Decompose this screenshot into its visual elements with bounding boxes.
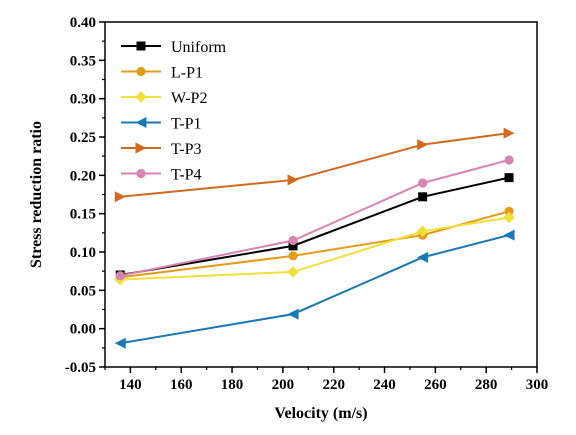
y-tick-label-0.35: 0.35 xyxy=(70,53,96,69)
data-point-l-p1-2 xyxy=(288,251,298,261)
y-tick-label-0.25: 0.25 xyxy=(70,130,96,146)
legend-marker-w-p2 xyxy=(135,91,147,103)
data-point-w-p2-2 xyxy=(287,266,299,278)
legend-marker-l-p1 xyxy=(136,66,146,77)
y-tick-label-0.00: 0.00 xyxy=(70,322,96,338)
y-axis-title: Stress reduction ratio xyxy=(28,121,45,268)
data-point-t-p4-1 xyxy=(115,271,125,281)
data-point-t-p1-3 xyxy=(417,251,429,263)
x-axis-title: Velocity (m/s) xyxy=(274,405,367,422)
data-point-t-p1-1 xyxy=(114,337,126,349)
legend-marker-t-p4 xyxy=(136,168,146,179)
y-tick-label-0.40: 0.40 xyxy=(70,15,96,31)
x-tick-label-300: 300 xyxy=(526,377,549,393)
data-point-w-p2-4 xyxy=(503,211,515,224)
x-tick-label-160: 160 xyxy=(170,377,193,393)
series-line-t-p1 xyxy=(120,234,510,345)
y-tick-label-0.15: 0.15 xyxy=(70,207,96,223)
x-tick-label-280: 280 xyxy=(475,377,498,393)
data-point-uniform-2 xyxy=(288,241,298,251)
legend-label-uniform: Uniform xyxy=(171,39,227,56)
y-tick-label-0.05: 0.05 xyxy=(70,283,96,299)
data-point-uniform-4 xyxy=(504,173,514,183)
legend-marker-t-p3 xyxy=(135,142,147,154)
data-point-t-p1-4 xyxy=(503,229,515,241)
y-tick-label--0.05: -0.05 xyxy=(65,360,96,376)
legend: Uniform L-P1 W-P2 T-P1 T-P3 T-P4 xyxy=(121,39,227,184)
legend-marker-t-p1 xyxy=(135,117,147,128)
x-tick-label-240: 240 xyxy=(373,377,396,393)
plot-marks xyxy=(114,127,515,349)
series-line-w-p2 xyxy=(120,216,510,281)
data-point-uniform-3 xyxy=(418,192,428,202)
x-tick-label-220: 220 xyxy=(322,377,345,393)
legend-label-t-p3: T-P3 xyxy=(171,141,202,158)
legend-label-l-p1: L-P1 xyxy=(171,65,203,82)
legend-marker-uniform xyxy=(136,41,146,51)
y-tick-label-0.30: 0.30 xyxy=(70,92,96,108)
data-point-t-p3-1 xyxy=(114,191,126,203)
x-tick-label-200: 200 xyxy=(272,377,295,393)
data-point-w-p2-3 xyxy=(416,225,429,238)
x-tick-label-180: 180 xyxy=(221,377,244,393)
series-line-l-p1 xyxy=(120,210,510,279)
data-point-t-p4-4 xyxy=(504,155,514,165)
legend-label-t-p1: T-P1 xyxy=(171,116,202,133)
x-tick-label-140: 140 xyxy=(119,377,142,393)
data-point-t-p3-4 xyxy=(503,127,515,139)
data-point-t-p4-3 xyxy=(418,178,428,188)
plot-frame xyxy=(104,21,538,368)
data-point-t-p3-2 xyxy=(287,174,299,186)
series-line-uniform xyxy=(120,176,510,276)
axes: 140 160 180 200 220 240 260 280 300 -0.05 0.00 0.05… xyxy=(65,15,549,393)
data-point-l-p1-4 xyxy=(504,206,514,216)
data-point-t-p1-2 xyxy=(287,308,299,320)
data-point-t-p4-2 xyxy=(288,235,298,246)
series-line-t-p4 xyxy=(120,159,510,277)
series-line-t-p3 xyxy=(120,132,510,198)
legend-label-w-p2: W-P2 xyxy=(171,90,207,107)
y-tick-label-0.10: 0.10 xyxy=(70,245,96,261)
legend-label-t-p4: T-P4 xyxy=(171,167,202,184)
y-tick-label-0.20: 0.20 xyxy=(70,168,96,184)
x-tick-label-260: 260 xyxy=(424,377,447,393)
data-point-t-p3-3 xyxy=(417,139,429,151)
